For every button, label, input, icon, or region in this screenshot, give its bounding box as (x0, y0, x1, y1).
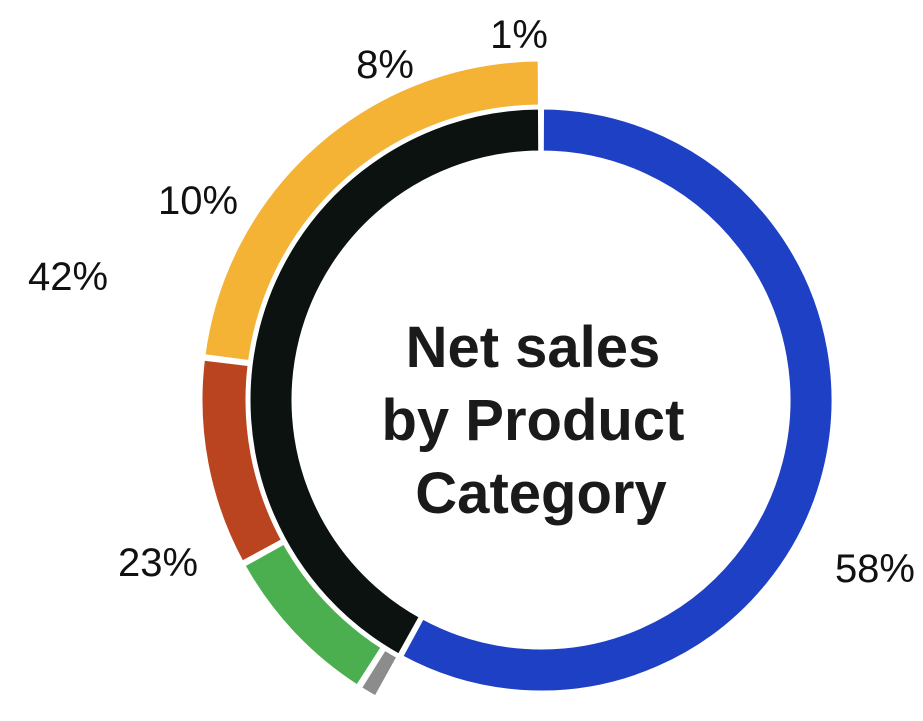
outer-ring-slice-label-3: 8% (356, 43, 414, 87)
chart-title-line-2: by Product (381, 388, 684, 453)
outer-ring-slice-label-2: 10% (158, 179, 238, 223)
outer-ring-slice-3 (241, 540, 385, 689)
chart-title-line-1: Net sales (406, 315, 661, 380)
inner-ring-slice-label-2: 42% (28, 255, 108, 299)
label-layer: 58% 42% 23% 10% 8% 1% (28, 13, 915, 591)
outer-ring-slice-4 (358, 646, 401, 700)
ring-layer (199, 58, 835, 700)
outer-ring-slice-label-1: 23% (118, 541, 198, 585)
inner-ring-slice-1 (399, 106, 835, 694)
outer-ring-slice-label-4: 1% (490, 13, 548, 57)
chart-title-line-3: Category (415, 461, 666, 526)
inner-ring-slice-2 (247, 106, 542, 658)
chart-title: Net sales by Product Category (381, 315, 700, 526)
outer-ring-slice-1 (202, 58, 541, 364)
outer-ring-slice-2 (199, 357, 285, 565)
inner-ring-slice-label-1: 58% (835, 547, 915, 591)
